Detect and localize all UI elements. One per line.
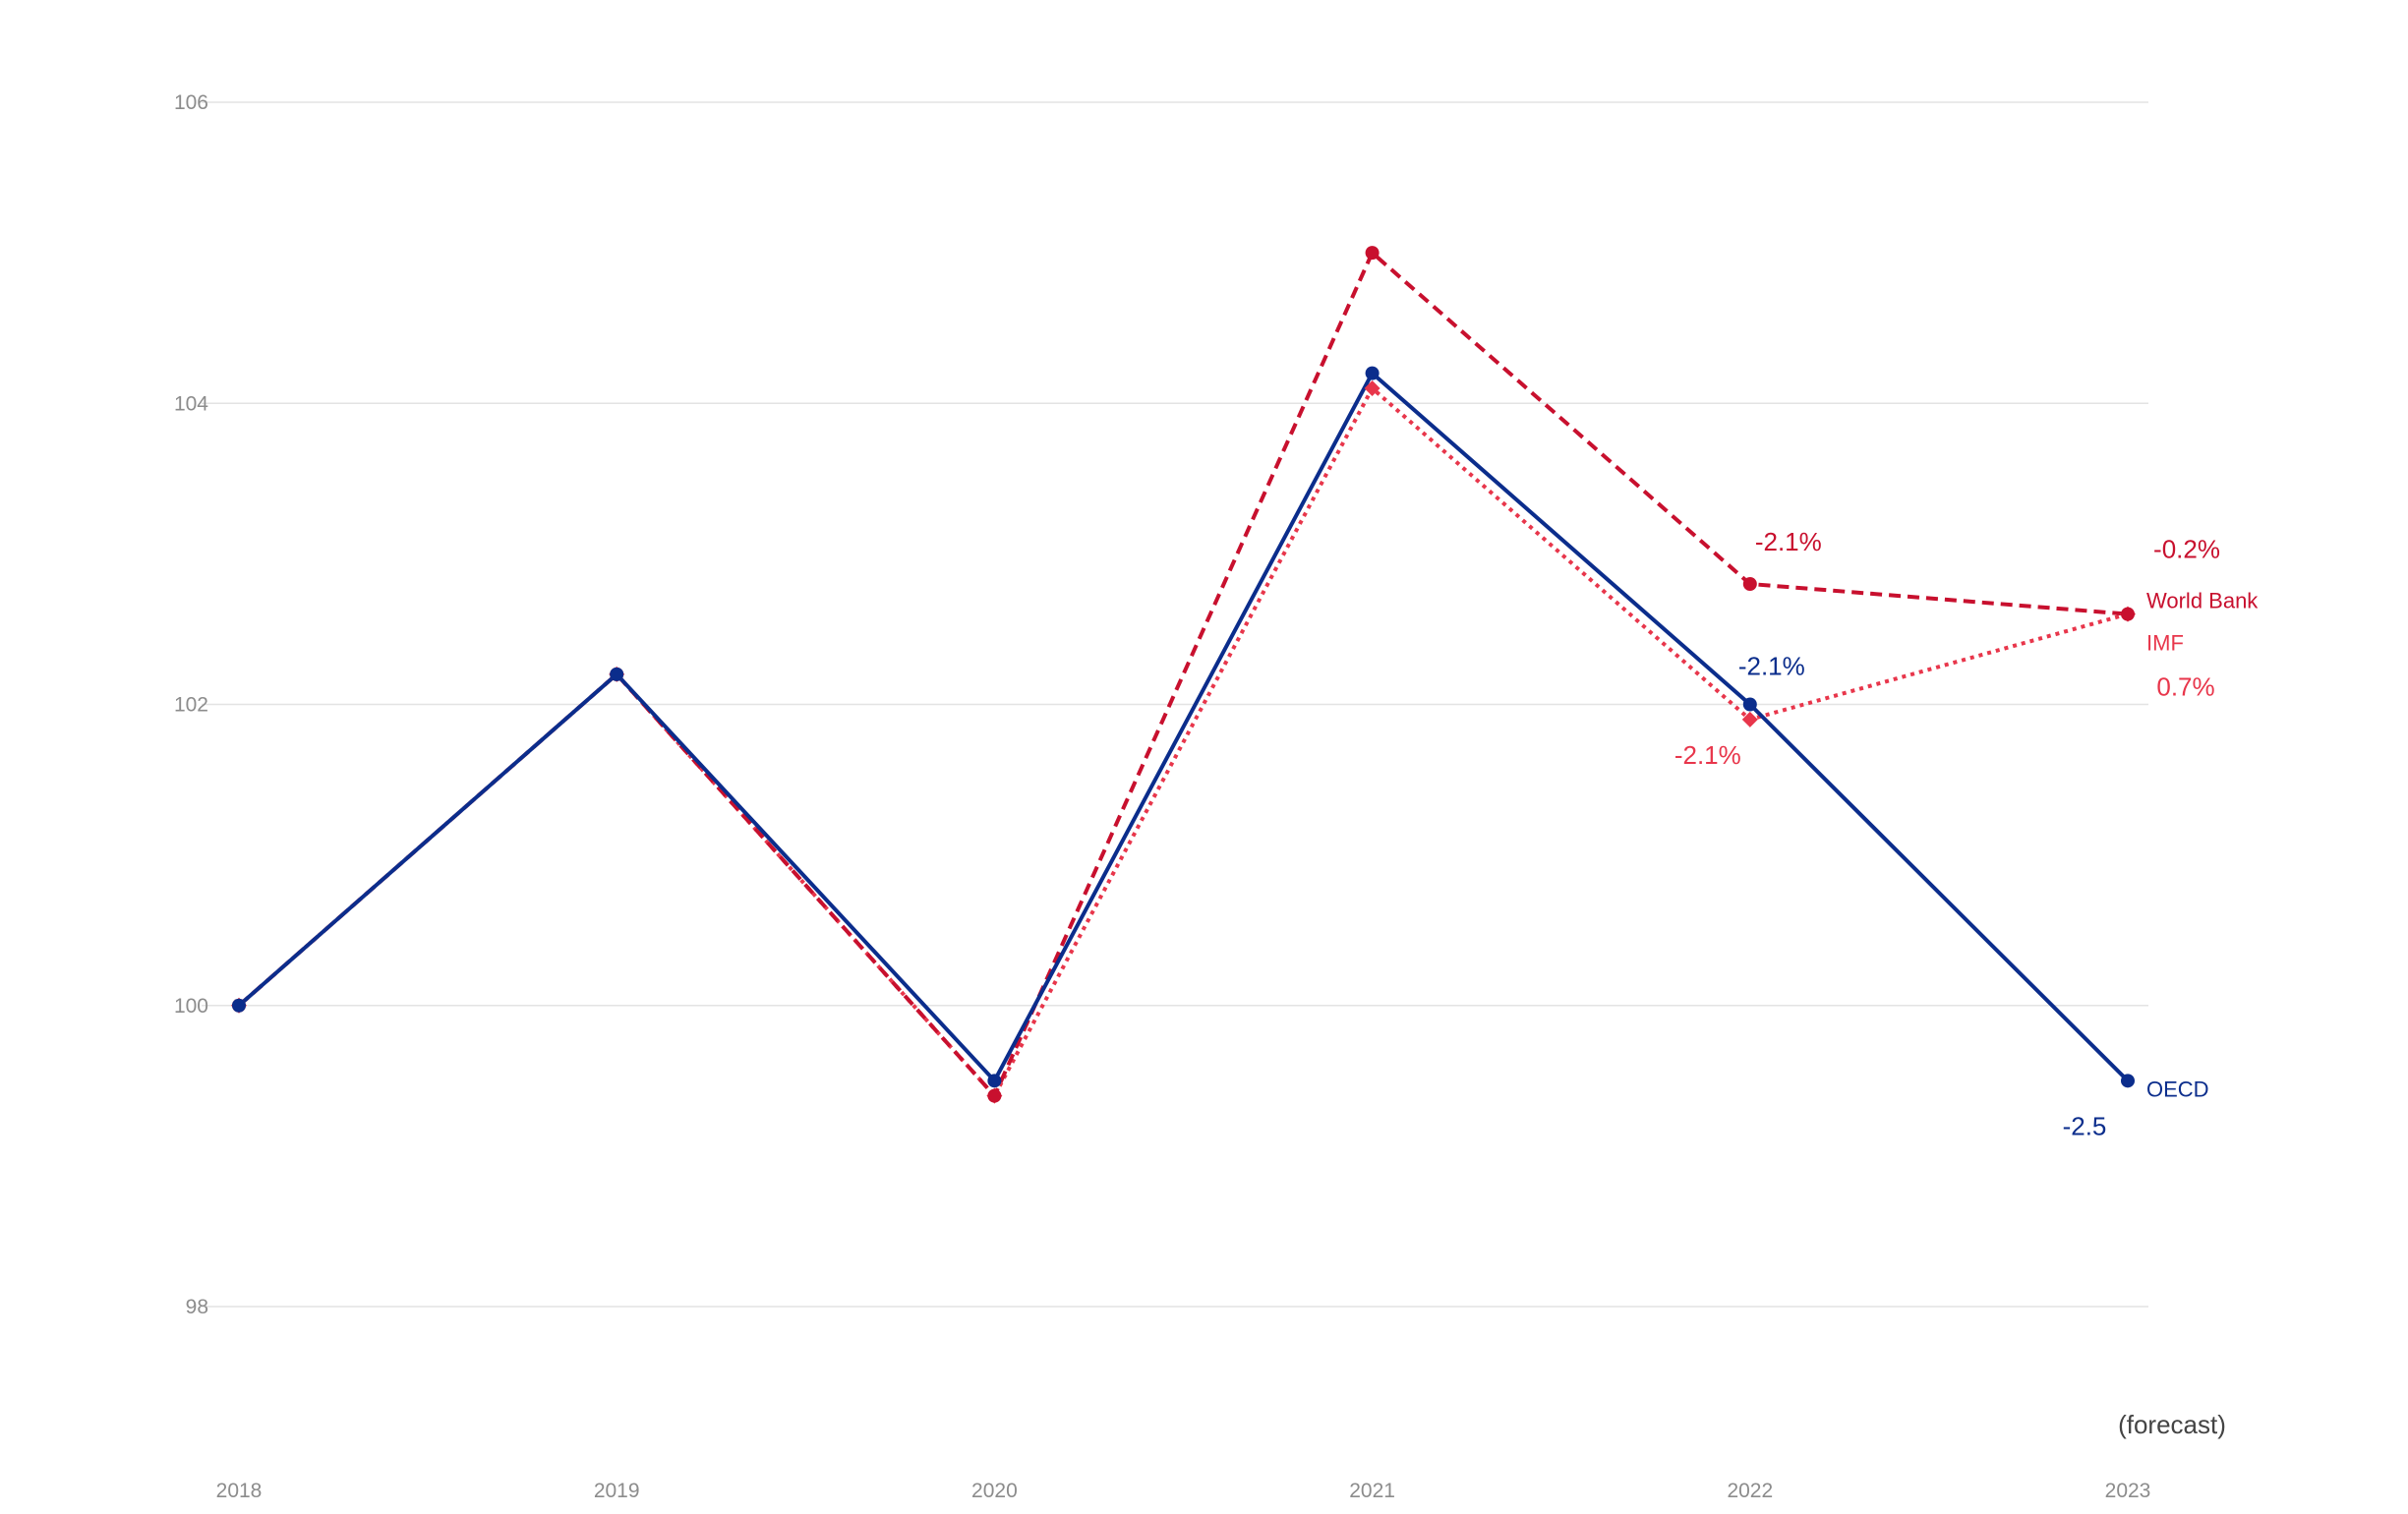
data-label: -2.1% — [1738, 652, 1805, 681]
data-label: -2.5 — [2063, 1111, 2107, 1140]
marker-oecd — [1365, 366, 1380, 380]
x-tick-label: 2021 — [1349, 1480, 1395, 1502]
forecast-note: (forecast) — [2118, 1410, 2226, 1439]
marker-oecd — [232, 998, 246, 1013]
y-tick-label: 100 — [174, 995, 208, 1018]
marker-imf — [1741, 711, 1758, 728]
series-markers — [231, 246, 2136, 1104]
series-label-oecd: OECD — [2146, 1077, 2209, 1101]
series-label-world-bank: World Bank — [2146, 589, 2259, 613]
series-label-imf: IMF — [2146, 631, 2184, 656]
marker-oecd — [1742, 697, 1757, 712]
marker-world-bank — [987, 1088, 1002, 1103]
gridlines — [202, 101, 2148, 1308]
marker-oecd — [610, 667, 624, 681]
series-line-world-bank — [237, 251, 2129, 1098]
marker-world-bank — [2121, 607, 2135, 621]
data-label: -2.1% — [1755, 527, 1822, 556]
series-line-oecd — [237, 371, 2130, 1083]
marker-oecd — [2121, 1074, 2135, 1088]
data-label: -0.2% — [2153, 535, 2220, 564]
marker-world-bank — [1365, 246, 1380, 261]
x-tick-label: 2020 — [971, 1480, 1018, 1502]
y-axis-ticks: 98 100 102 104 106 — [174, 91, 208, 1318]
y-tick-label: 102 — [174, 694, 208, 717]
series-line-imf — [237, 385, 2129, 1098]
series-lines — [237, 251, 2130, 1098]
x-axis-ticks: 2018 2019 2020 2021 2022 2023 — [216, 1480, 2151, 1502]
x-tick-label: 2022 — [1727, 1480, 1773, 1502]
marker-oecd — [987, 1074, 1002, 1088]
marker-imf — [1364, 379, 1380, 396]
data-label: 0.7% — [2156, 672, 2214, 702]
x-tick-label: 2018 — [216, 1480, 263, 1502]
x-tick-label: 2023 — [2105, 1480, 2151, 1502]
marker-world-bank — [1742, 577, 1757, 591]
data-label: -2.1% — [1674, 740, 1741, 770]
y-tick-label: 104 — [174, 392, 208, 415]
y-tick-label: 98 — [186, 1296, 208, 1318]
y-tick-label: 106 — [174, 91, 208, 114]
x-tick-label: 2019 — [594, 1480, 640, 1502]
series-labels: World Bank -2.1% -0.2% IMF -2.1% 0.7% OECD -2.1… — [1674, 527, 2259, 1140]
